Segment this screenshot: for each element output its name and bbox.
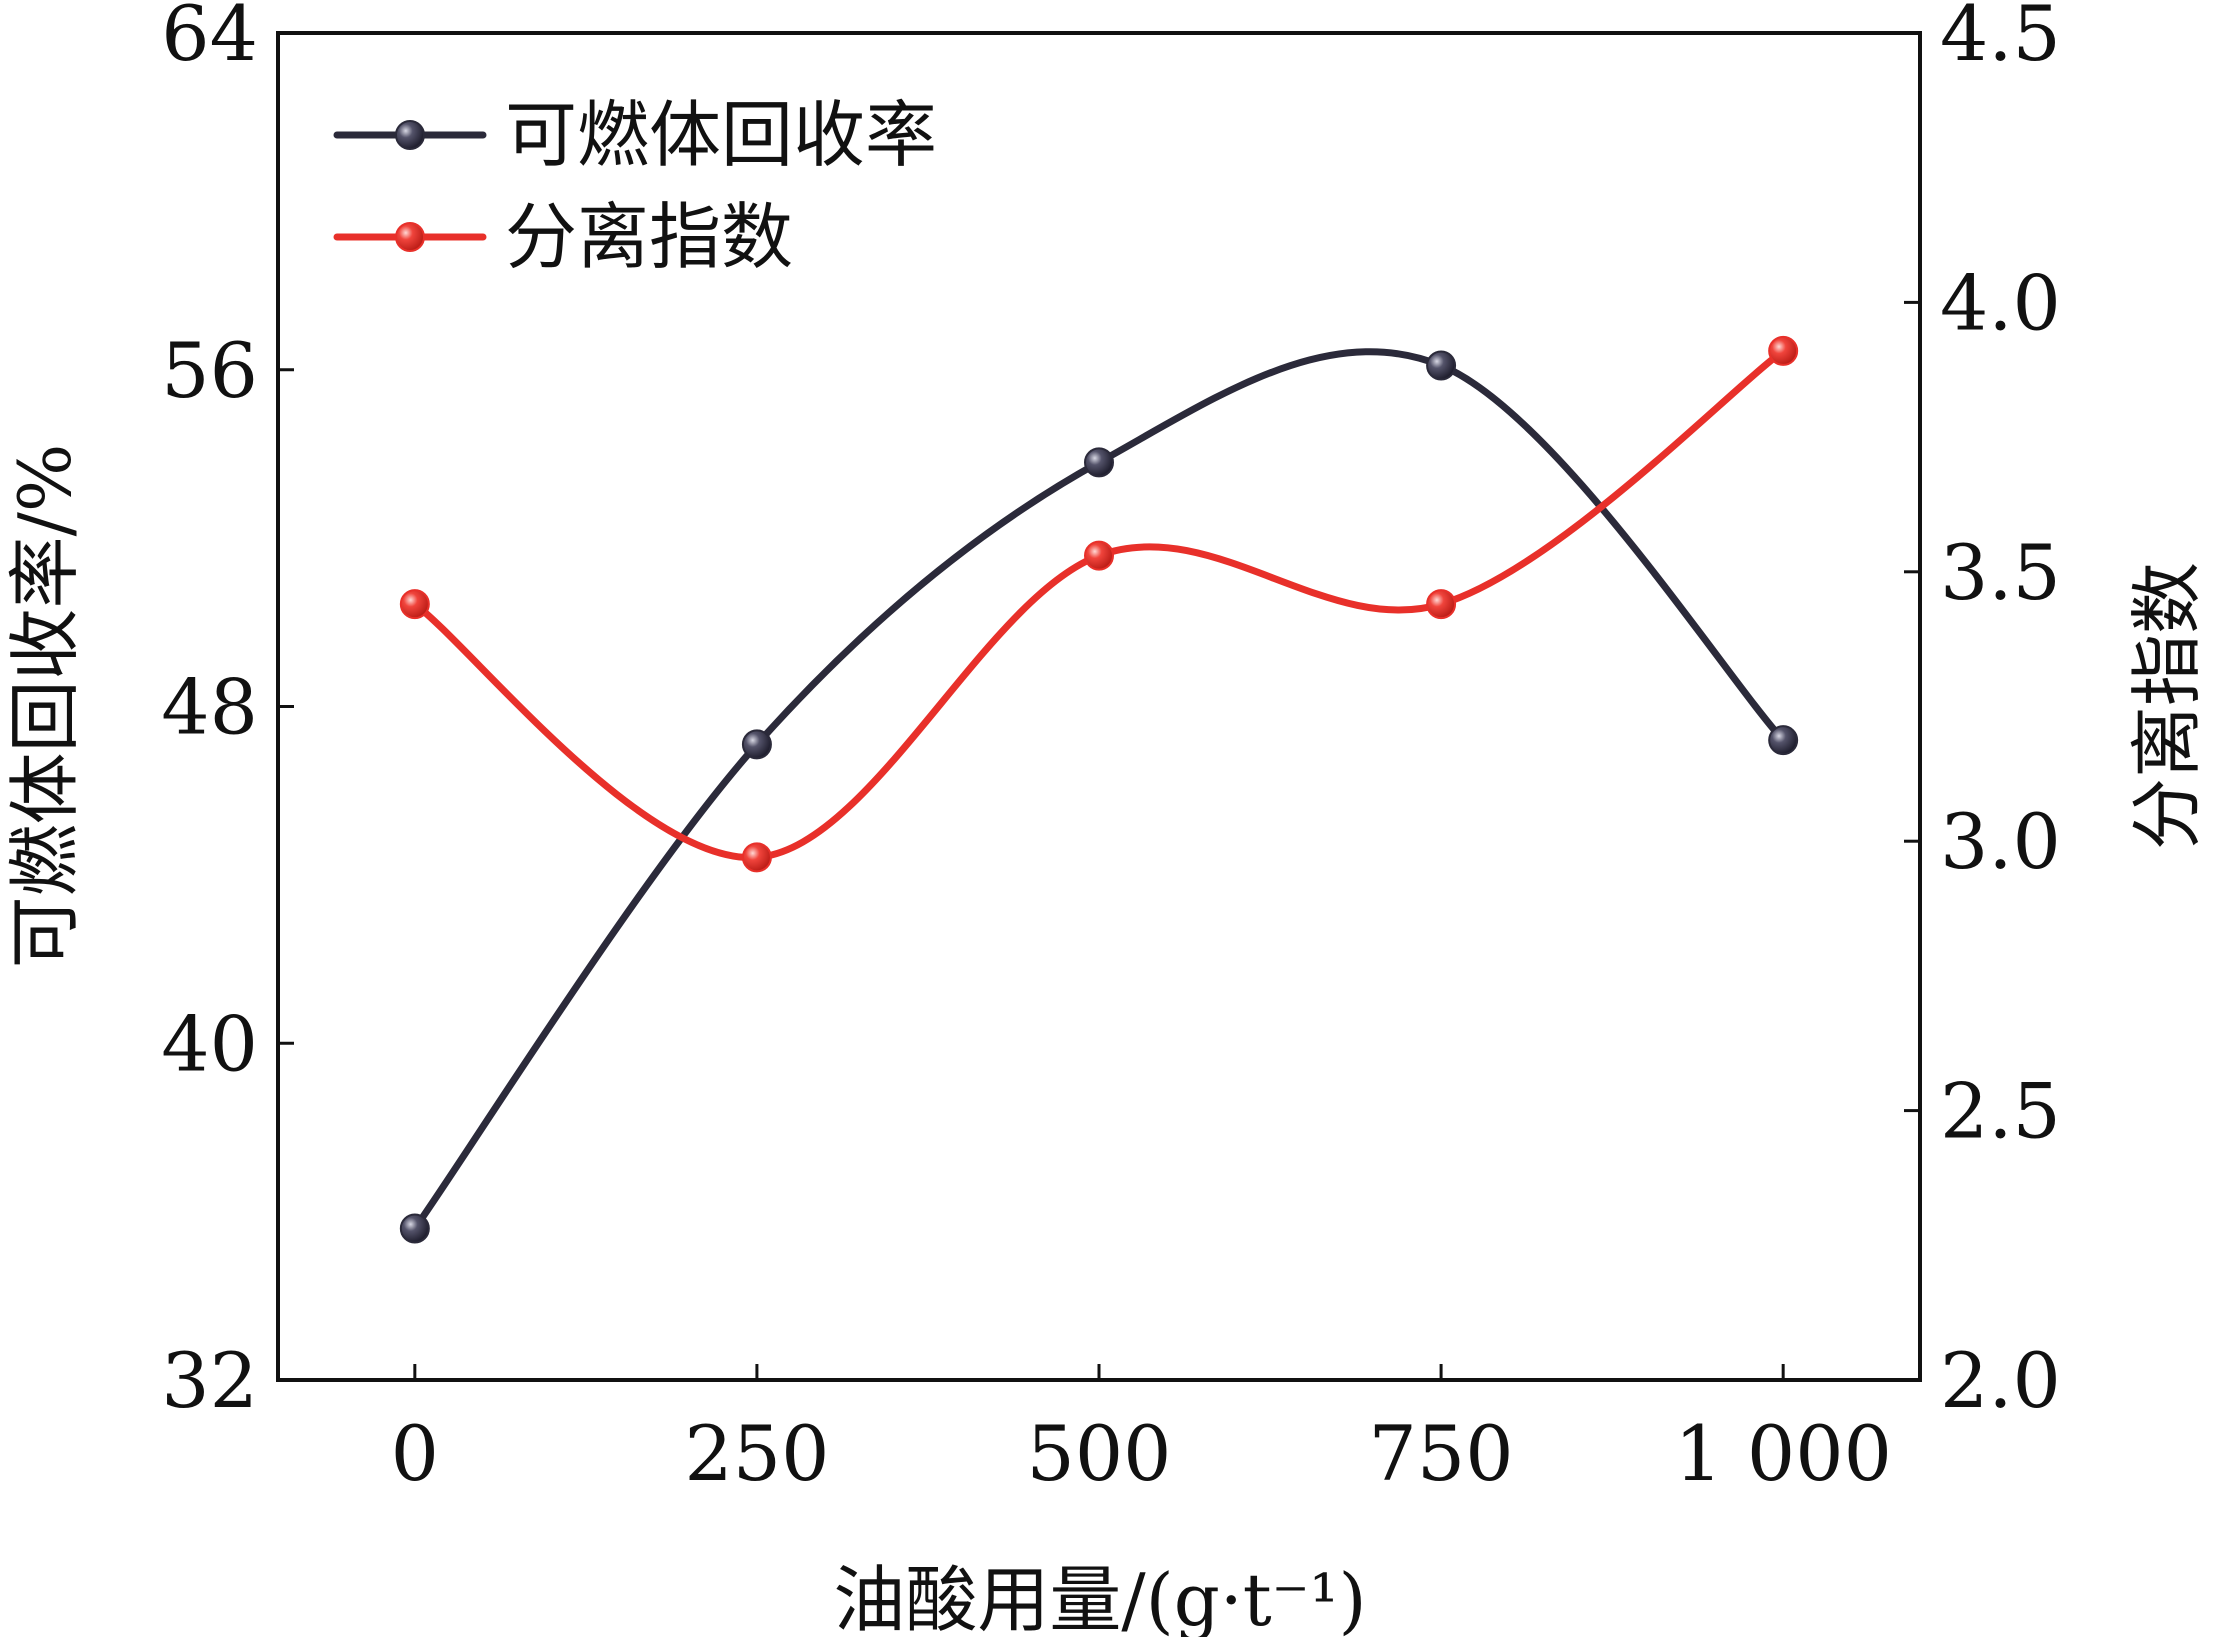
- y-axis-left-title: 可燃体回收率/%: [3, 444, 87, 969]
- y-right-tick-label: 2.5: [1940, 1067, 2061, 1156]
- y-right-tick-label: 2.0: [1940, 1336, 2061, 1425]
- x-tick-label: 250: [684, 1409, 829, 1498]
- y-left-tick-label: 40: [161, 999, 258, 1088]
- y-right-tick-label: 4.5: [1940, 0, 2061, 78]
- series-1-point-3: [1084, 447, 1114, 478]
- legend-label-1: 可燃体回收率: [505, 93, 937, 177]
- legend-marker-1: [395, 120, 425, 150]
- y-left-tick-label: 56: [161, 326, 258, 415]
- series-1-point-1: [399, 1213, 430, 1244]
- x-tick-label: 750: [1369, 1409, 1514, 1498]
- y-right-tick-label: 3.0: [1940, 797, 2061, 886]
- x-tick-label: 500: [1026, 1409, 1171, 1498]
- series-2-point-5: [1768, 335, 1799, 366]
- series-2-point-4: [1426, 589, 1457, 620]
- x-tick-label: 1 000: [1674, 1409, 1892, 1498]
- series-line-2: [411, 347, 1787, 861]
- y-axis-right: 2.0 2.5 3.0 3.5 4.0 4.5: [1904, 0, 2061, 1425]
- y-axis-left: 32 40 48 56 64: [161, 0, 294, 1425]
- series-2-point-3: [1084, 540, 1114, 571]
- series-layer: [399, 335, 1799, 1244]
- y-axis-right-title: 分离指数: [2125, 562, 2209, 850]
- y-left-tick-label: 48: [161, 663, 258, 752]
- series-1-point-4: [1426, 350, 1457, 381]
- series-1-point-2: [741, 729, 772, 760]
- series-2-point-2: [741, 842, 772, 873]
- y-right-tick-label: 3.5: [1940, 528, 2061, 617]
- x-tick-label: 0: [391, 1409, 439, 1498]
- x-axis: 0 250 500 750 1 000: [391, 1364, 1892, 1498]
- series-1-point-5: [1768, 725, 1799, 756]
- y-left-tick-label: 64: [161, 0, 258, 78]
- series-2-point-1: [399, 589, 430, 620]
- series-line-1: [411, 348, 1787, 1232]
- legend-marker-2: [395, 222, 425, 252]
- x-axis-title: 油酸用量/(g·t⁻¹): [833, 1558, 1366, 1637]
- legend-label-2: 分离指数: [505, 195, 793, 279]
- y-left-tick-label: 32: [161, 1336, 258, 1425]
- y-right-tick-label: 4.0: [1940, 258, 2061, 347]
